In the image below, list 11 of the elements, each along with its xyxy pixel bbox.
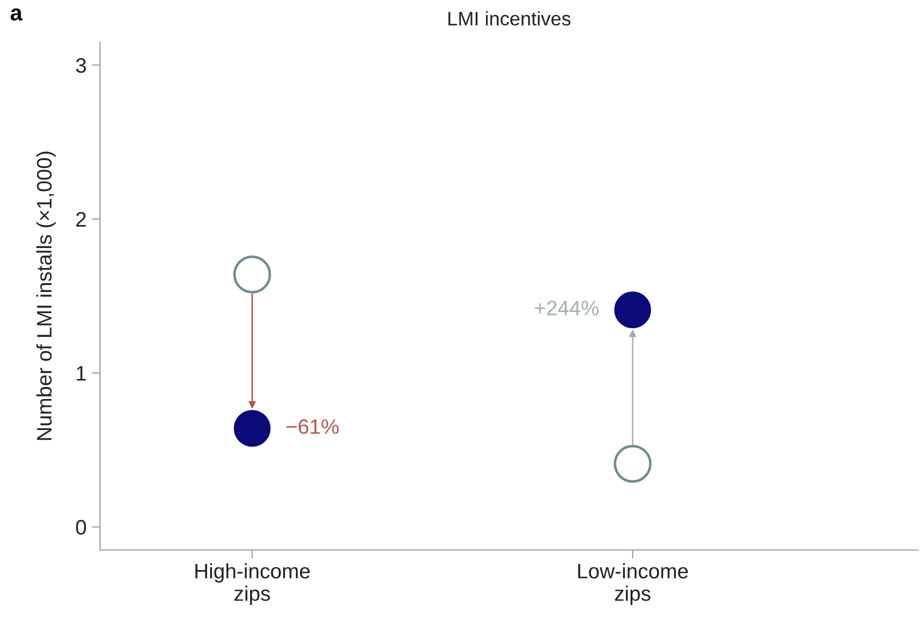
annotation: +244% (534, 300, 599, 316)
x-tick-label: Low-income zips (578, 563, 688, 606)
y-axis-title: Number of LMI installs (×1,000) (36, 152, 56, 440)
y-tick-label: 3 (76, 58, 86, 73)
y-tick-label: 0 (76, 520, 86, 535)
text: a (10, 8, 22, 21)
chart-title: LMI incentives (448, 11, 570, 26)
y-tick-label: 2 (76, 212, 86, 227)
annotation: −61% (286, 419, 339, 434)
y-tick-label: 1 (76, 366, 86, 381)
x-tick-label: High-income zips (195, 563, 310, 606)
